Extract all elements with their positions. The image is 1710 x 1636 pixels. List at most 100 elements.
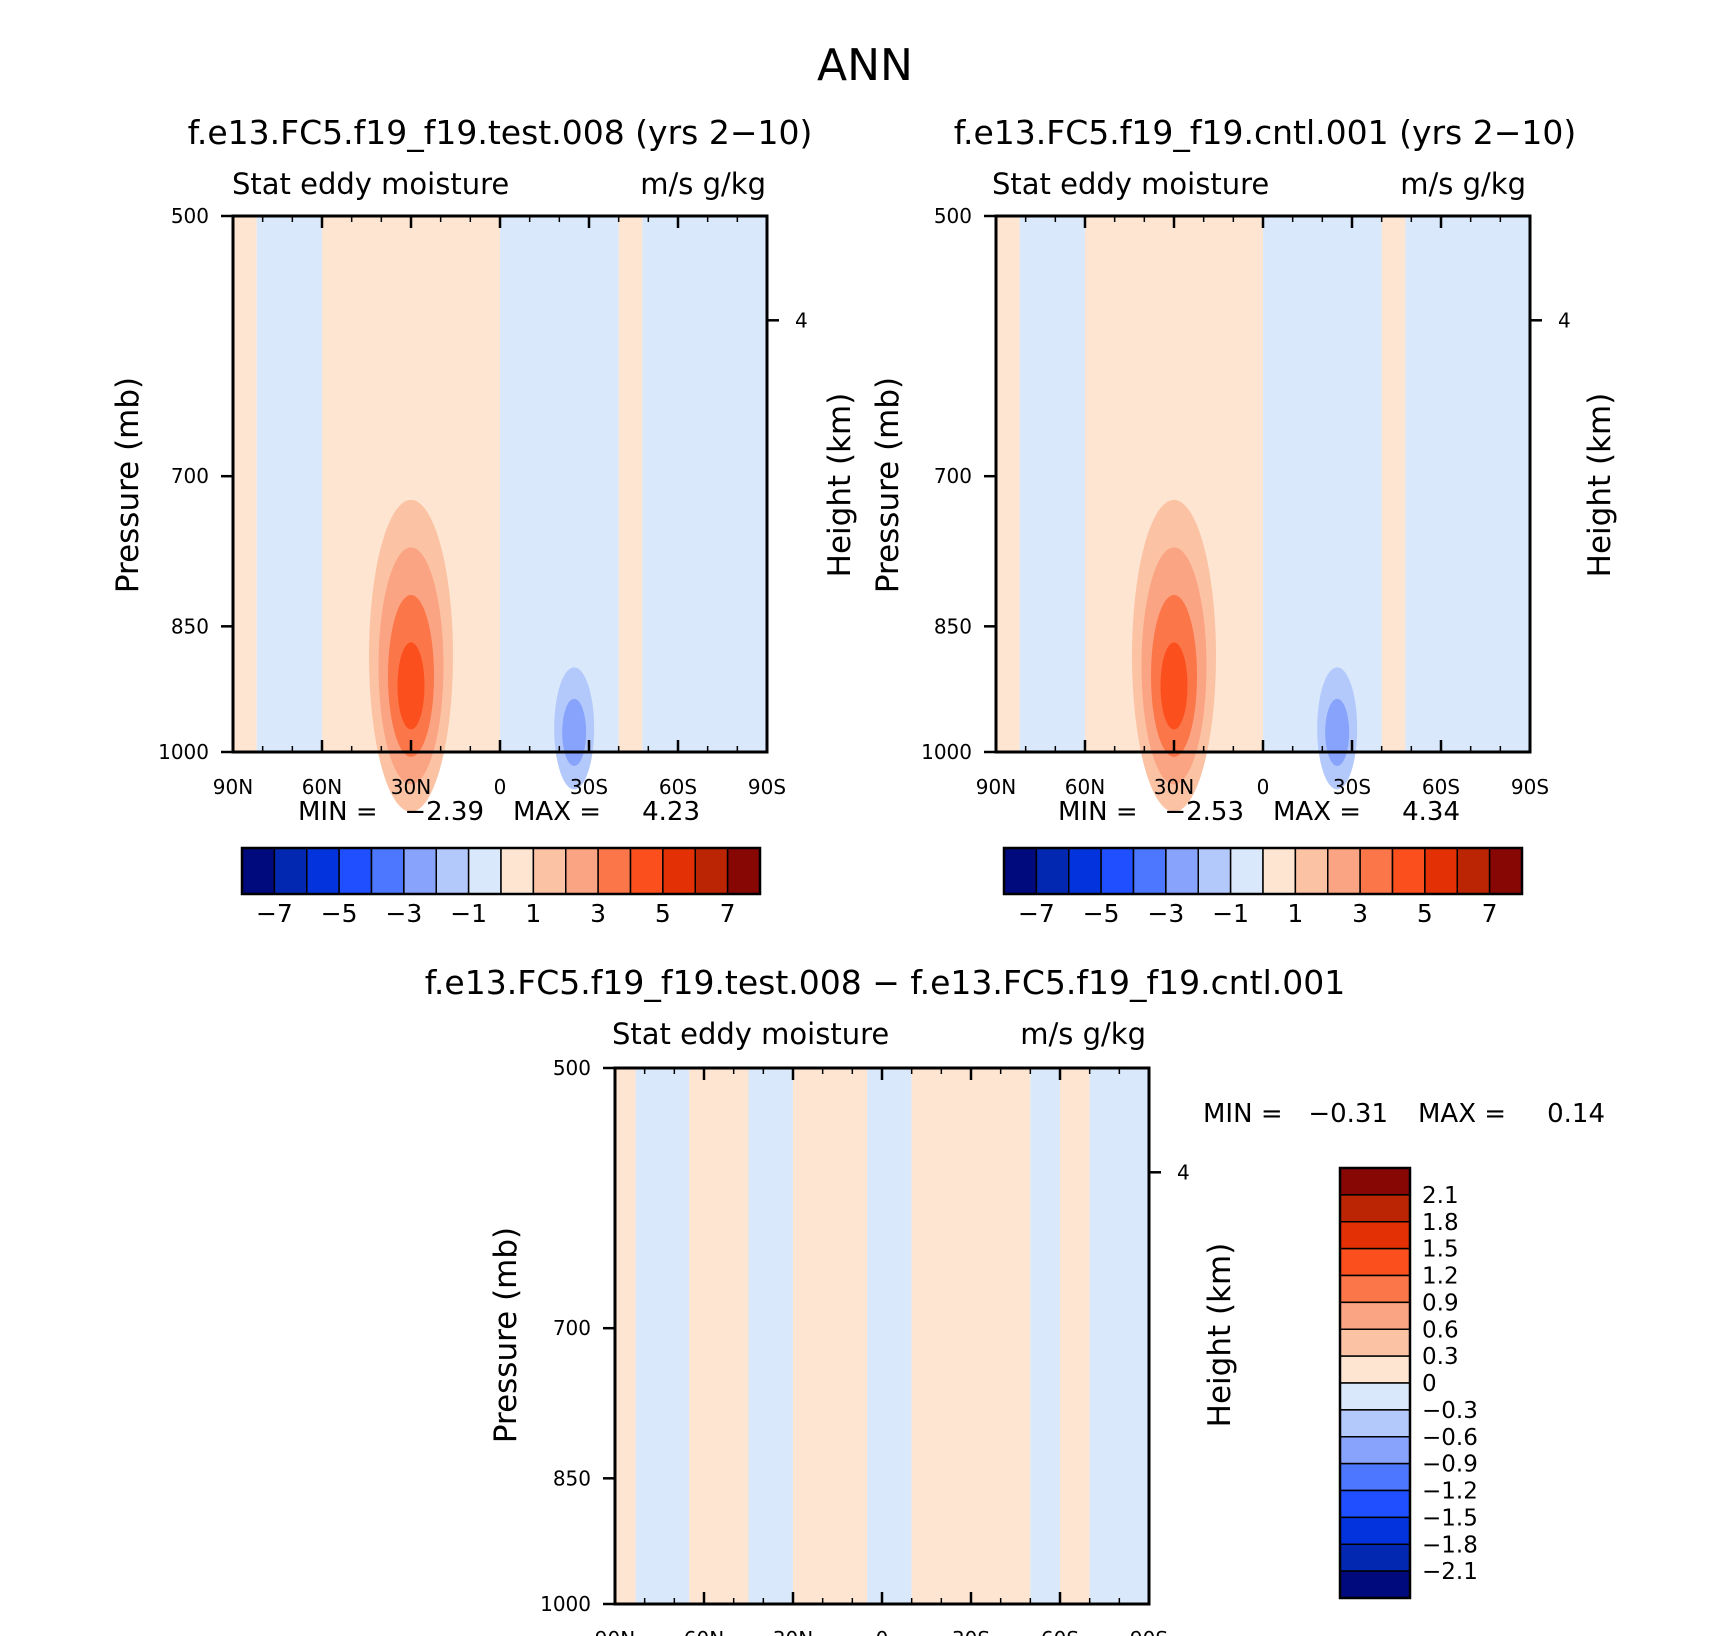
colorbar-swatch (1339, 1516, 1411, 1545)
y-tick-label: 700 (171, 464, 209, 488)
panel-difference: f.e13.FC5.f19_f19.test.008 − f.e13.FC5.f… (425, 963, 1605, 1636)
colorbar-label: −1.8 (1422, 1532, 1478, 1558)
colorbar-label: 5 (655, 899, 671, 928)
contour-band (689, 1068, 749, 1604)
x-tick-label: 30N (1154, 775, 1194, 799)
colorbar-label: 5 (1417, 899, 1433, 928)
colorbar-swatch (629, 847, 664, 895)
contour-band (233, 216, 257, 752)
x-tick-label: 60S (1422, 775, 1460, 799)
panel-title: f.e13.FC5.f19_f19.cntl.001 (yrs 2−10) (954, 113, 1577, 152)
x-tick-label: 30S (570, 775, 608, 799)
colorbar-swatch (1456, 847, 1491, 895)
colorbar-swatch (1339, 1543, 1411, 1572)
panel-title: f.e13.FC5.f19_f19.test.008 (yrs 2−10) (188, 113, 813, 152)
x-tick-label: 90S (748, 775, 786, 799)
colorbar-swatch (1100, 847, 1135, 895)
colorbar-swatch (1359, 847, 1394, 895)
contour-band (1030, 1068, 1060, 1604)
colorbar-label: 1 (525, 899, 541, 928)
contour-band (996, 216, 1020, 752)
contour-band (256, 216, 322, 752)
colorbar-swatch (1339, 1489, 1411, 1519)
x-tick-label: 0 (494, 775, 507, 799)
colorbar-label: 1.5 (1422, 1237, 1459, 1263)
colorbar-swatch (370, 847, 405, 895)
colorbar-swatch (1339, 1194, 1411, 1223)
y-tick-label: 850 (934, 614, 972, 638)
colorbar-swatch (306, 847, 340, 895)
contour-band (911, 1068, 1031, 1604)
min-value: −2.39 (404, 797, 484, 827)
colorbar-label: −7 (1018, 899, 1055, 928)
colorbar-label: 7 (720, 899, 736, 928)
colorbar-label: −0.6 (1422, 1425, 1478, 1451)
colorbar-swatch (435, 847, 470, 895)
colorbar: −7 −5 −3 −1 1 3 5 7 (1002, 846, 1524, 928)
colorbar-label: −5 (1083, 899, 1120, 928)
colorbar-swatch (1339, 1167, 1411, 1196)
x-tick-label: 90N (213, 775, 253, 799)
y-axis-label: Pressure (mb) (870, 377, 906, 593)
contour-band (500, 216, 619, 752)
colorbar-swatch (241, 847, 276, 895)
colorbar-swatch (1068, 847, 1102, 895)
contour-band (1405, 216, 1530, 752)
x-tick-label: 30S (1333, 775, 1371, 799)
y-right-axis-label: Height (km) (1582, 393, 1618, 578)
contour-plot: 90N 60N 30N 0 30S 60S 90S 500 700 850 1000 4 (540, 1056, 1190, 1636)
max-value: 0.14 (1547, 1099, 1605, 1129)
colorbar-swatch (1339, 1247, 1411, 1277)
contour-band (618, 216, 643, 752)
colorbar-frame (1002, 846, 1524, 896)
colorbar-label: 2.1 (1422, 1183, 1459, 1209)
units-label: m/s g/kg (1020, 1017, 1146, 1051)
colorbar-swatch (1339, 1301, 1411, 1330)
colorbar-swatch (1339, 1328, 1411, 1357)
colorbar-swatch (403, 847, 437, 895)
colorbar-swatch (1262, 847, 1297, 895)
contour-extremum (562, 698, 587, 766)
colorbar-swatch (1327, 847, 1361, 895)
variable-label: Stat eddy moisture (232, 167, 509, 201)
colorbar-frame (1338, 1166, 1412, 1600)
contour-extremum (1325, 698, 1350, 766)
x-tick-label: 0 (1257, 775, 1270, 799)
colorbar-label: 3 (1352, 899, 1368, 928)
x-tick-label: 60N (302, 775, 342, 799)
colorbar-swatch (1424, 847, 1458, 895)
y-tick-label: 500 (171, 204, 209, 228)
min-value: −2.53 (1164, 797, 1244, 827)
colorbar-label: −2.1 (1422, 1559, 1478, 1585)
contour-band (1060, 1068, 1090, 1604)
colorbar-label: 7 (1482, 899, 1498, 928)
colorbar-swatch (467, 847, 502, 895)
panel-test: f.e13.FC5.f19_f19.test.008 (yrs 2−10) St… (110, 113, 858, 928)
colorbar-label: −0.9 (1422, 1452, 1478, 1478)
contour-band (1381, 216, 1406, 752)
x-tick-label: 90N (595, 1627, 635, 1636)
colorbar-label: −0.3 (1422, 1398, 1478, 1424)
x-tick-label: 60S (1041, 1627, 1079, 1636)
y-tick-label: 1000 (540, 1592, 591, 1616)
colorbar: −7 −5 −3 −1 1 3 5 7 (240, 846, 762, 928)
colorbar-label: 1.8 (1422, 1210, 1459, 1236)
x-tick-label: 90S (1130, 1627, 1168, 1636)
contour-band (642, 216, 767, 752)
colorbar-swatch (1035, 847, 1070, 895)
y-tick-label: 700 (553, 1316, 591, 1340)
colorbar-swatch (1294, 847, 1329, 895)
colorbar-swatch (1165, 847, 1199, 895)
contour-plot: 90N 60N 30N 0 30S 60S 90S 500 700 850 1000 4 (158, 204, 808, 812)
x-tick-label: 90S (1511, 775, 1549, 799)
min-label: MIN = (1203, 1099, 1283, 1129)
colorbar-swatch (338, 847, 373, 895)
colorbar-label: −1 (1212, 899, 1249, 928)
colorbar-label: −3 (1147, 899, 1184, 928)
colorbar-label: 0 (1422, 1371, 1437, 1397)
colorbar-swatch (726, 847, 761, 895)
contour-band (867, 1068, 912, 1604)
contour-band (748, 1068, 793, 1604)
y-right-axis-label: Height (km) (822, 393, 858, 578)
units-label: m/s g/kg (1400, 167, 1526, 201)
